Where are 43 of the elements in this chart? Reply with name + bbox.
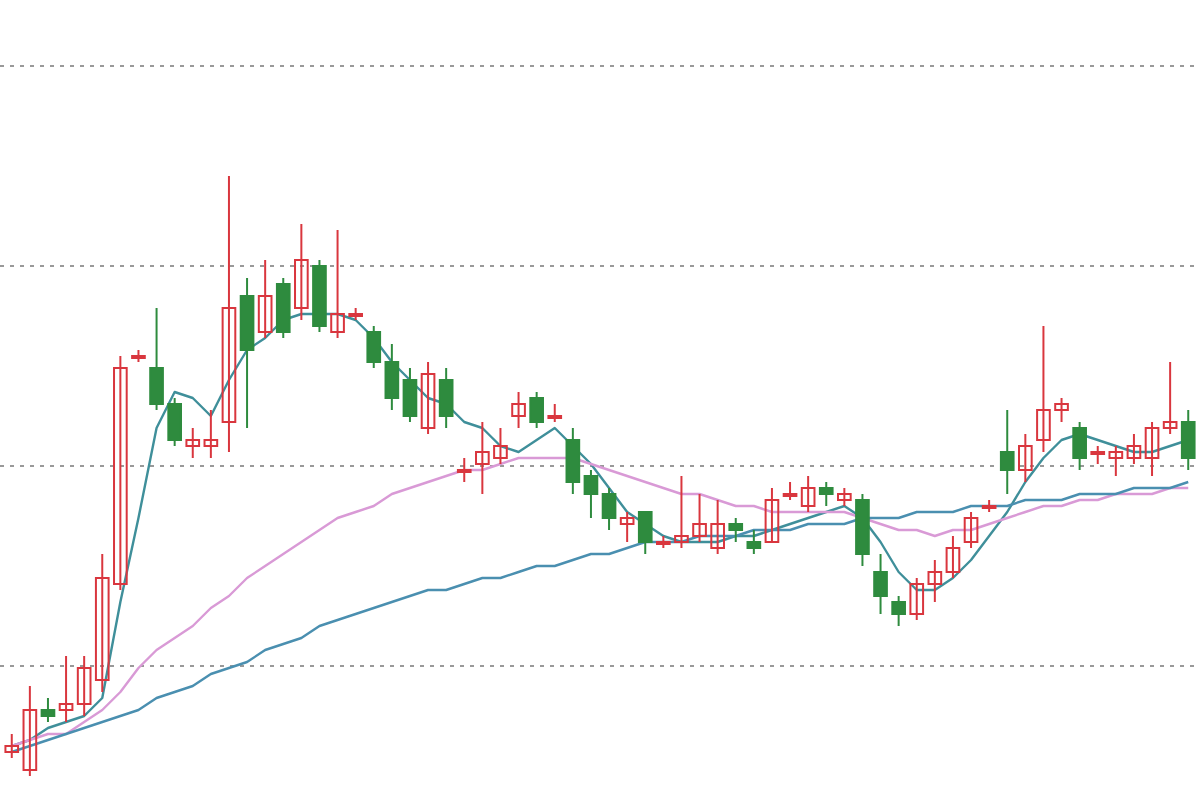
candlestick: [58, 655, 74, 723]
candlestick: [1108, 445, 1124, 477]
candlestick: [800, 475, 816, 513]
candlestick: [601, 487, 617, 531]
candlestick: [294, 223, 309, 321]
candlestick: [1072, 421, 1087, 471]
candlestick: [1126, 433, 1142, 465]
candlestick: [818, 481, 834, 507]
candlestick: [999, 409, 1015, 495]
candlestick: [221, 175, 237, 453]
candlestick: [619, 511, 635, 543]
candlestick: [511, 391, 526, 429]
candlestick: [456, 457, 472, 483]
candlestick: [366, 325, 382, 369]
candlestick: [529, 391, 544, 429]
candlestick: [746, 529, 762, 555]
candlestick: [4, 733, 20, 759]
candlestick: [1144, 421, 1160, 477]
candlestick: [438, 367, 454, 429]
candlestick: [76, 655, 92, 717]
candlestick: [22, 685, 38, 777]
candlestick: [565, 427, 581, 495]
candlestick: [1018, 433, 1033, 483]
candlestick: [40, 697, 56, 723]
candlestick: [909, 577, 925, 621]
candlestick: [963, 511, 979, 549]
candlestick: [203, 409, 219, 459]
candlestick: [384, 343, 400, 411]
candlestick: [637, 511, 653, 555]
candlestick: [583, 469, 599, 519]
candlestick: [420, 361, 436, 435]
candlestick: [945, 535, 961, 579]
candlestick: [257, 259, 273, 339]
candlestick: [275, 277, 291, 339]
candlestick: [1162, 361, 1178, 435]
candlestick: [185, 427, 201, 459]
candlestick: [1180, 409, 1196, 471]
candlestick: [927, 559, 943, 603]
candlestick: [891, 595, 906, 627]
candlestick: [728, 517, 744, 543]
candlestick: [764, 487, 780, 543]
candlestick: [402, 367, 418, 423]
candlestick: [873, 553, 888, 615]
